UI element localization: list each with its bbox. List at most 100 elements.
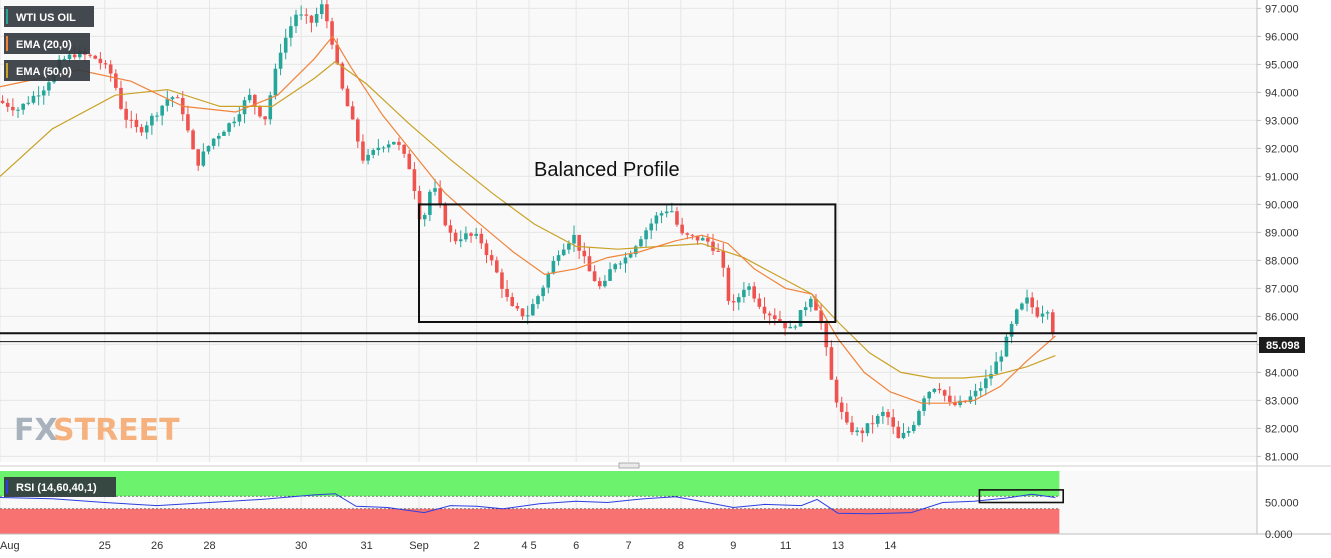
- candle-up-body: [736, 297, 741, 303]
- price-tick-label: 94.000: [1265, 87, 1299, 99]
- candle-up-body: [1020, 303, 1024, 310]
- candle-up-body: [464, 233, 468, 240]
- candle-down-body: [726, 267, 731, 302]
- price-tick-label: 84.000: [1265, 367, 1299, 379]
- candle-down-body: [819, 310, 823, 324]
- time-tick-label: 31: [361, 540, 373, 552]
- candle-down-body: [103, 63, 108, 65]
- candle-down-body: [824, 323, 829, 348]
- candle-down-body: [72, 54, 77, 58]
- candle-down-body: [1030, 297, 1034, 308]
- candle-down-body: [350, 106, 355, 120]
- candle-down-body: [695, 235, 700, 241]
- candle-up-body: [170, 97, 175, 100]
- candle-up-body: [664, 211, 669, 214]
- candle-up-body: [155, 115, 159, 117]
- candle-down-body: [191, 130, 195, 150]
- candle-up-body: [366, 154, 370, 161]
- candle-down-body: [860, 430, 865, 434]
- legend-ema20[interactable]: EMA (20,0): [4, 33, 90, 54]
- price-axis[interactable]: 81.00082.00083.00084.00085.00086.00087.0…: [1257, 3, 1299, 463]
- price-tick-label: 83.000: [1265, 395, 1299, 407]
- candle-up-body: [294, 14, 298, 27]
- candle-up-body: [474, 233, 478, 236]
- ema50-line: [0, 60, 1056, 379]
- candle-down-body: [680, 224, 684, 234]
- candle-down-body: [412, 169, 417, 192]
- candles: [0, 0, 1055, 443]
- svg-text:WTI US OIL: WTI US OIL: [16, 12, 76, 24]
- candle-down-body: [891, 417, 895, 427]
- candle-down-body: [263, 116, 267, 120]
- candle-up-body: [216, 135, 221, 139]
- candle-down-body: [690, 234, 695, 236]
- candle-down-body: [577, 234, 581, 251]
- legend-instrument[interactable]: WTI US OIL: [4, 6, 94, 27]
- candle-up-body: [283, 37, 288, 53]
- candle-up-body: [865, 423, 870, 434]
- rsi-axis[interactable]: 0.000 50.000: [1265, 498, 1299, 542]
- candle-down-body: [88, 54, 92, 56]
- candle-up-body: [618, 263, 623, 265]
- candle-down-body: [767, 313, 772, 316]
- candle-down-body: [510, 296, 515, 306]
- candle-up-body: [927, 391, 932, 399]
- candle-down-body: [11, 106, 15, 111]
- candle-up-body: [989, 373, 993, 379]
- candle-down-body: [330, 21, 334, 45]
- candle-up-body: [639, 239, 643, 247]
- candle-up-body: [541, 287, 545, 297]
- grid: [0, 0, 1257, 534]
- time-tick-label: 4 5: [521, 540, 536, 552]
- candle-up-body: [222, 131, 226, 136]
- candle-down-body: [335, 44, 339, 64]
- candle-down-body: [953, 401, 957, 406]
- candle-down-body: [1050, 312, 1055, 334]
- time-axis[interactable]: Aug 25 26 28 30 31 Sep 2 4 5 6 7 8 9 11 13 14: [0, 540, 897, 552]
- time-tick-label: 25: [99, 540, 111, 552]
- candle-up-body: [165, 99, 170, 106]
- candle-down-body: [896, 426, 901, 439]
- time-tick-label: 28: [203, 540, 215, 552]
- svg-text:EMA (50,0): EMA (50,0): [16, 66, 72, 78]
- candle-up-body: [16, 109, 20, 111]
- candle-down-body: [402, 144, 406, 154]
- candle-down-body: [752, 286, 756, 299]
- candle-up-body: [273, 68, 278, 96]
- candle-down-body: [845, 411, 849, 423]
- candle-up-body: [381, 147, 386, 149]
- candle-down-body: [355, 119, 360, 142]
- candle-up-body: [917, 411, 921, 425]
- candle-up-body: [561, 249, 566, 256]
- candle-up-body: [1025, 297, 1029, 304]
- candle-up-body: [299, 14, 303, 16]
- candle-down-body: [397, 141, 401, 145]
- panel-resize-handle[interactable]: [618, 462, 640, 469]
- candle-up-body: [958, 400, 962, 406]
- candle-down-body: [258, 105, 262, 117]
- candle-down-body: [721, 251, 726, 268]
- candle-down-body: [839, 402, 844, 412]
- candle-up-body: [978, 388, 983, 391]
- legend-rsi[interactable]: RSI (14,60,40,1): [4, 477, 116, 497]
- candle-down-body: [783, 321, 787, 329]
- price-tick-label: 97.000: [1265, 3, 1299, 15]
- candle-up-body: [1040, 313, 1045, 317]
- candle-down-body: [108, 64, 113, 74]
- candle-down-body: [942, 390, 947, 396]
- candle-down-body: [505, 288, 509, 297]
- candle-up-body: [428, 191, 432, 215]
- time-tick-label: 6: [573, 540, 579, 552]
- legend-ema50[interactable]: EMA (50,0): [4, 60, 90, 81]
- rsi-line: [0, 493, 1056, 515]
- candle-down-body: [129, 119, 134, 121]
- time-tick-label: 9: [730, 540, 736, 552]
- candle-up-body: [41, 90, 46, 96]
- price-tick-label: 82.000: [1265, 423, 1299, 435]
- candle-up-body: [803, 307, 808, 311]
- candle-up-body: [855, 430, 859, 433]
- time-tick-label: Aug: [0, 540, 20, 552]
- candle-up-body: [150, 115, 154, 126]
- candle-up-body: [67, 54, 72, 60]
